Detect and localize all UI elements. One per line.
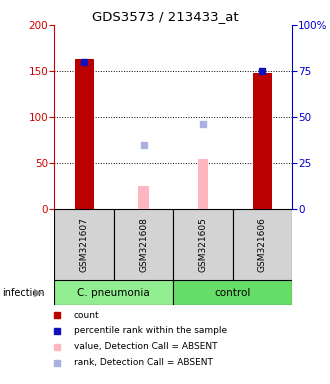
Text: infection: infection bbox=[2, 288, 44, 298]
Bar bbox=[54, 280, 173, 305]
Bar bbox=[114, 209, 173, 280]
Bar bbox=[233, 209, 292, 280]
Bar bbox=[253, 73, 272, 209]
Bar bbox=[173, 280, 292, 305]
Bar bbox=[54, 209, 114, 280]
Text: GSM321606: GSM321606 bbox=[258, 217, 267, 272]
Text: percentile rank within the sample: percentile rank within the sample bbox=[74, 326, 227, 336]
Text: GSM321607: GSM321607 bbox=[80, 217, 89, 272]
Bar bbox=[75, 59, 94, 209]
Bar bbox=[198, 159, 208, 209]
Text: GDS3573 / 213433_at: GDS3573 / 213433_at bbox=[92, 10, 238, 23]
Bar bbox=[173, 209, 233, 280]
Text: GSM321608: GSM321608 bbox=[139, 217, 148, 272]
Bar bbox=[138, 186, 149, 209]
Text: rank, Detection Call = ABSENT: rank, Detection Call = ABSENT bbox=[74, 358, 213, 367]
Text: GSM321605: GSM321605 bbox=[198, 217, 208, 272]
Text: control: control bbox=[214, 288, 251, 298]
Text: count: count bbox=[74, 311, 100, 319]
Text: value, Detection Call = ABSENT: value, Detection Call = ABSENT bbox=[74, 342, 217, 351]
Text: C. pneumonia: C. pneumonia bbox=[78, 288, 150, 298]
Text: ▶: ▶ bbox=[34, 288, 42, 298]
